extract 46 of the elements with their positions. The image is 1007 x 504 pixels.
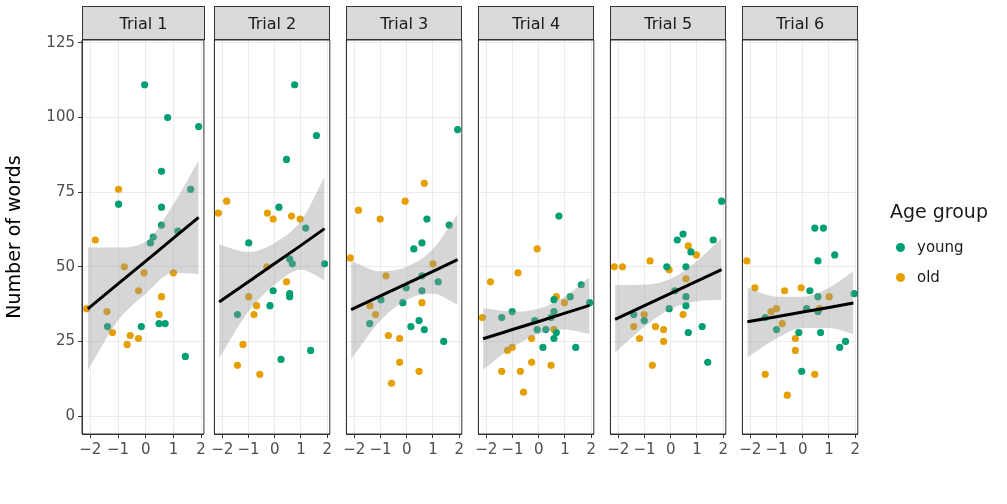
legend-title: Age group <box>890 200 988 222</box>
x-tick-label: −1 <box>633 439 656 458</box>
x-tick-label: −2 <box>79 439 102 458</box>
x-tick-label: 2 <box>586 439 596 458</box>
x-tick-label: 1 <box>168 439 179 458</box>
x-tick-label: −1 <box>765 439 788 458</box>
y-tick-label: 50 <box>55 256 75 275</box>
x-tick-label: −2 <box>474 439 497 458</box>
x-tick-label: 2 <box>322 439 332 458</box>
x-tick-label: −2 <box>738 439 761 458</box>
chart-title: Trial 2 <box>213 6 331 40</box>
x-tick-label: 1 <box>823 439 834 458</box>
x-tick-label: 2 <box>196 439 206 458</box>
chart-title: Trial 1 <box>82 6 205 40</box>
y-axis-title: Number of words <box>2 155 25 319</box>
x-tick-label: 1 <box>559 439 570 458</box>
y-tick-label: 0 <box>65 405 75 424</box>
x-tick-label: 0 <box>140 439 151 458</box>
chart-title: Trial 5 <box>609 6 727 40</box>
x-tick-label: −1 <box>369 439 392 458</box>
y-tick-label: 100 <box>46 107 75 126</box>
x-tick-label: 2 <box>718 439 728 458</box>
x-tick-label: −1 <box>237 439 260 458</box>
x-tick-label: 1 <box>427 439 438 458</box>
x-tick-label: −2 <box>342 439 365 458</box>
x-tick-label: 0 <box>665 439 676 458</box>
y-tick-label: 25 <box>55 331 75 350</box>
x-tick-label: 0 <box>533 439 544 458</box>
x-tick-label: 1 <box>295 439 306 458</box>
x-tick-label: −1 <box>106 439 130 458</box>
y-tick-label: 75 <box>55 182 75 201</box>
legend-label: old <box>917 268 940 286</box>
chart-title: Trial 6 <box>741 6 859 40</box>
y-tick-label: 125 <box>46 32 75 51</box>
chart-title: Trial 4 <box>477 6 595 40</box>
chart-title: Trial 3 <box>345 6 463 40</box>
x-tick-label: 2 <box>850 439 860 458</box>
x-tick-label: 0 <box>401 439 412 458</box>
x-tick-label: −1 <box>501 439 524 458</box>
legend-label: young <box>917 238 964 256</box>
x-tick-label: 0 <box>797 439 808 458</box>
x-tick-label: 0 <box>269 439 280 458</box>
x-tick-label: 1 <box>691 439 702 458</box>
x-tick-label: −2 <box>210 439 233 458</box>
x-tick-label: 2 <box>454 439 464 458</box>
x-tick-label: −2 <box>606 439 629 458</box>
